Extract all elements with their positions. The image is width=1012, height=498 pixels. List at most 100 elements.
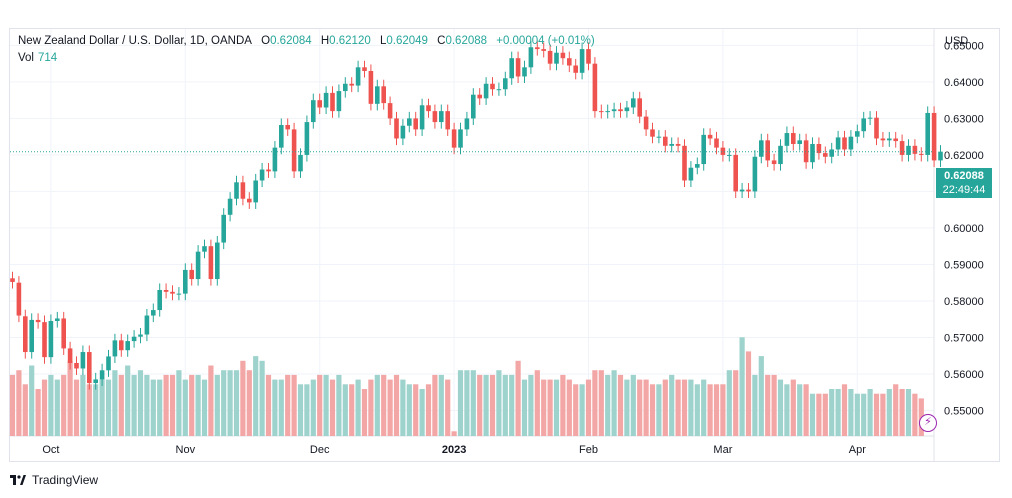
volume-bar	[137, 370, 144, 436]
candle-body	[195, 251, 201, 280]
volume-bar	[733, 370, 739, 436]
volume-bar	[253, 356, 259, 436]
volume-bar	[323, 374, 329, 436]
volume-bar	[553, 379, 560, 436]
candle-body	[80, 352, 86, 369]
candle-body	[189, 269, 194, 280]
volume-bar	[310, 379, 316, 436]
volume-bar	[694, 384, 700, 436]
candle-body	[573, 65, 578, 73]
volume-bar	[406, 384, 412, 436]
volume-bar	[797, 384, 803, 436]
candle-body	[336, 91, 342, 112]
tradingview-icon	[10, 475, 26, 485]
currency-label[interactable]: USD	[945, 35, 969, 47]
candle-body	[752, 156, 758, 192]
volume-bar	[41, 379, 48, 436]
candle-body	[912, 145, 918, 154]
candle-body	[855, 131, 860, 137]
candle-body	[739, 189, 745, 192]
candle-body	[567, 58, 572, 66]
volume-value: 714	[38, 52, 58, 64]
candle-body	[675, 143, 681, 146]
volume-legend: Vol 714	[18, 52, 57, 64]
candle-body	[695, 164, 700, 168]
volume-bar	[675, 379, 681, 436]
volume-bar	[131, 374, 137, 436]
candle-body	[893, 138, 898, 142]
y-tick-label: 0.57000	[944, 332, 984, 344]
volume-bar	[752, 374, 758, 436]
candle-body	[503, 78, 508, 90]
candle-body	[464, 118, 470, 130]
candle-body	[490, 83, 495, 90]
candle-body	[791, 133, 796, 144]
volume-bar	[125, 365, 131, 436]
volume-bar	[285, 374, 291, 436]
volume-bar	[93, 384, 99, 436]
volume-bar	[35, 389, 41, 436]
candle-body	[330, 92, 335, 112]
volume-bar	[861, 393, 867, 436]
y-tick-label: 0.58000	[944, 296, 984, 308]
volume-bar	[16, 370, 22, 436]
volume-bar	[707, 384, 713, 436]
candle-body	[618, 109, 623, 112]
x-tick-label: Feb	[579, 444, 598, 456]
volume-bar	[457, 370, 464, 436]
candle-body	[317, 100, 322, 108]
volume-bar	[835, 389, 841, 436]
candle-body	[579, 49, 585, 73]
volume-bar	[182, 379, 188, 436]
candle-body	[669, 143, 674, 146]
candle-body	[23, 316, 28, 353]
volume-bar	[477, 374, 483, 436]
candle-body	[759, 140, 764, 157]
last-price-value: 0.62088	[944, 170, 984, 182]
lightning-icon[interactable]: ⚡	[919, 414, 937, 432]
volume-bar	[829, 389, 835, 436]
volume-bar	[656, 384, 662, 436]
candle-body	[67, 348, 73, 363]
candle-body	[899, 141, 905, 155]
volume-bar	[29, 365, 35, 436]
volume-bar	[221, 370, 227, 436]
volume-bar	[470, 370, 476, 436]
candle-body	[810, 143, 815, 163]
candle-body	[880, 138, 886, 141]
volume-bar	[67, 360, 73, 436]
volume-bar	[515, 360, 521, 436]
volume-bar	[745, 351, 752, 436]
volume-bar	[579, 384, 585, 436]
candle-body	[304, 122, 310, 155]
candle-body	[227, 198, 233, 215]
x-tick-label: Mar	[713, 444, 732, 456]
volume-bar	[809, 393, 816, 436]
candle-body	[874, 117, 879, 139]
symbol-legend: New Zealand Dollar / U.S. Dollar, 1D, OA…	[18, 35, 595, 47]
candle-body	[285, 125, 290, 130]
volume-bar	[61, 374, 67, 436]
volume-bar	[425, 384, 432, 436]
y-tick-label: 0.64000	[944, 77, 984, 89]
candle-body	[919, 153, 924, 155]
volume-bar	[169, 374, 176, 436]
change-value: +0.00004 (+0.01%)	[496, 35, 595, 47]
candle-body	[419, 105, 425, 130]
candle-body	[42, 322, 47, 358]
candle-body	[157, 289, 162, 311]
candle-body	[112, 340, 118, 357]
tradingview-logo[interactable]: TradingView	[10, 473, 98, 487]
candle-body	[477, 94, 482, 99]
candle-body	[778, 145, 783, 165]
volume-bar	[342, 384, 348, 436]
volume-bar	[816, 393, 822, 436]
candle-body	[925, 112, 930, 155]
volume-bar	[611, 370, 617, 436]
volume-bar	[400, 379, 406, 436]
volume-bar	[381, 374, 387, 436]
volume-bar	[272, 379, 278, 436]
volume-bar	[265, 374, 272, 436]
volume-bar	[521, 379, 528, 436]
